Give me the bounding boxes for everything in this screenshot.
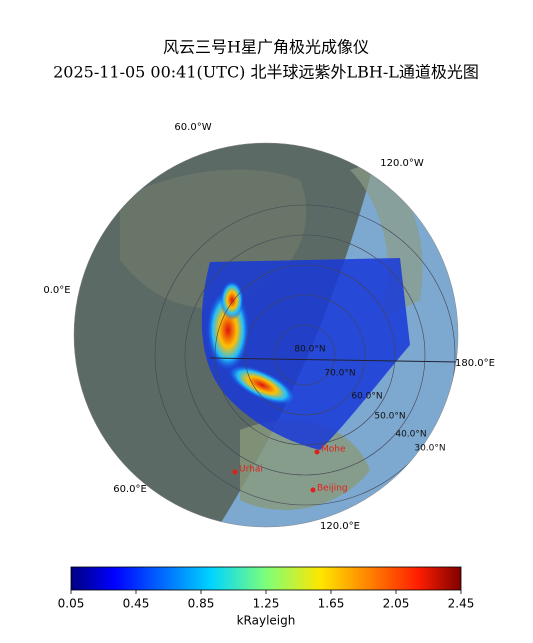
city-marker <box>232 469 238 475</box>
city-marker <box>310 487 316 493</box>
colorbar-tick-label: 0.85 <box>188 597 215 611</box>
lon-label: 120.0°W <box>380 158 424 169</box>
lat-label: 50.0°N <box>374 412 405 422</box>
colorbar-tick-label: 1.65 <box>318 597 345 611</box>
lat-label: 60.0°N <box>351 392 382 402</box>
city-marker <box>314 449 320 455</box>
colorbar-tick-label: 2.05 <box>383 597 410 611</box>
colorbar-label: kRayleigh <box>237 614 296 628</box>
globe <box>74 143 458 527</box>
city-label: Mohe <box>321 445 346 455</box>
lat-label: 70.0°N <box>324 369 355 379</box>
city-label: Beijing <box>317 484 348 494</box>
colorbar <box>70 566 462 591</box>
lon-label: 60.0°W <box>174 122 211 133</box>
lon-label: 0.0°E <box>43 285 70 296</box>
colorbar-tick-label: 0.05 <box>58 597 85 611</box>
lat-label: 40.0°N <box>395 430 426 440</box>
colorbar-tick-label: 2.45 <box>448 597 475 611</box>
colorbar-tick-label: 0.45 <box>123 597 150 611</box>
city-label: Urhai <box>239 465 263 475</box>
lat-label: 30.0°N <box>414 444 445 454</box>
lat-label: 80.0°N <box>294 345 325 355</box>
lon-label: 60.0°E <box>113 484 147 495</box>
title: 风云三号H星广角极光成像仪 <box>163 38 369 57</box>
colorbar-tick-label: 1.25 <box>253 597 280 611</box>
subtitle: 2025-11-05 00:41(UTC) 北半球远紫外LBH-L通道极光图 <box>53 63 479 82</box>
lon-label: 120.0°E <box>320 521 360 532</box>
lon-label: 180.0°E <box>455 358 495 369</box>
